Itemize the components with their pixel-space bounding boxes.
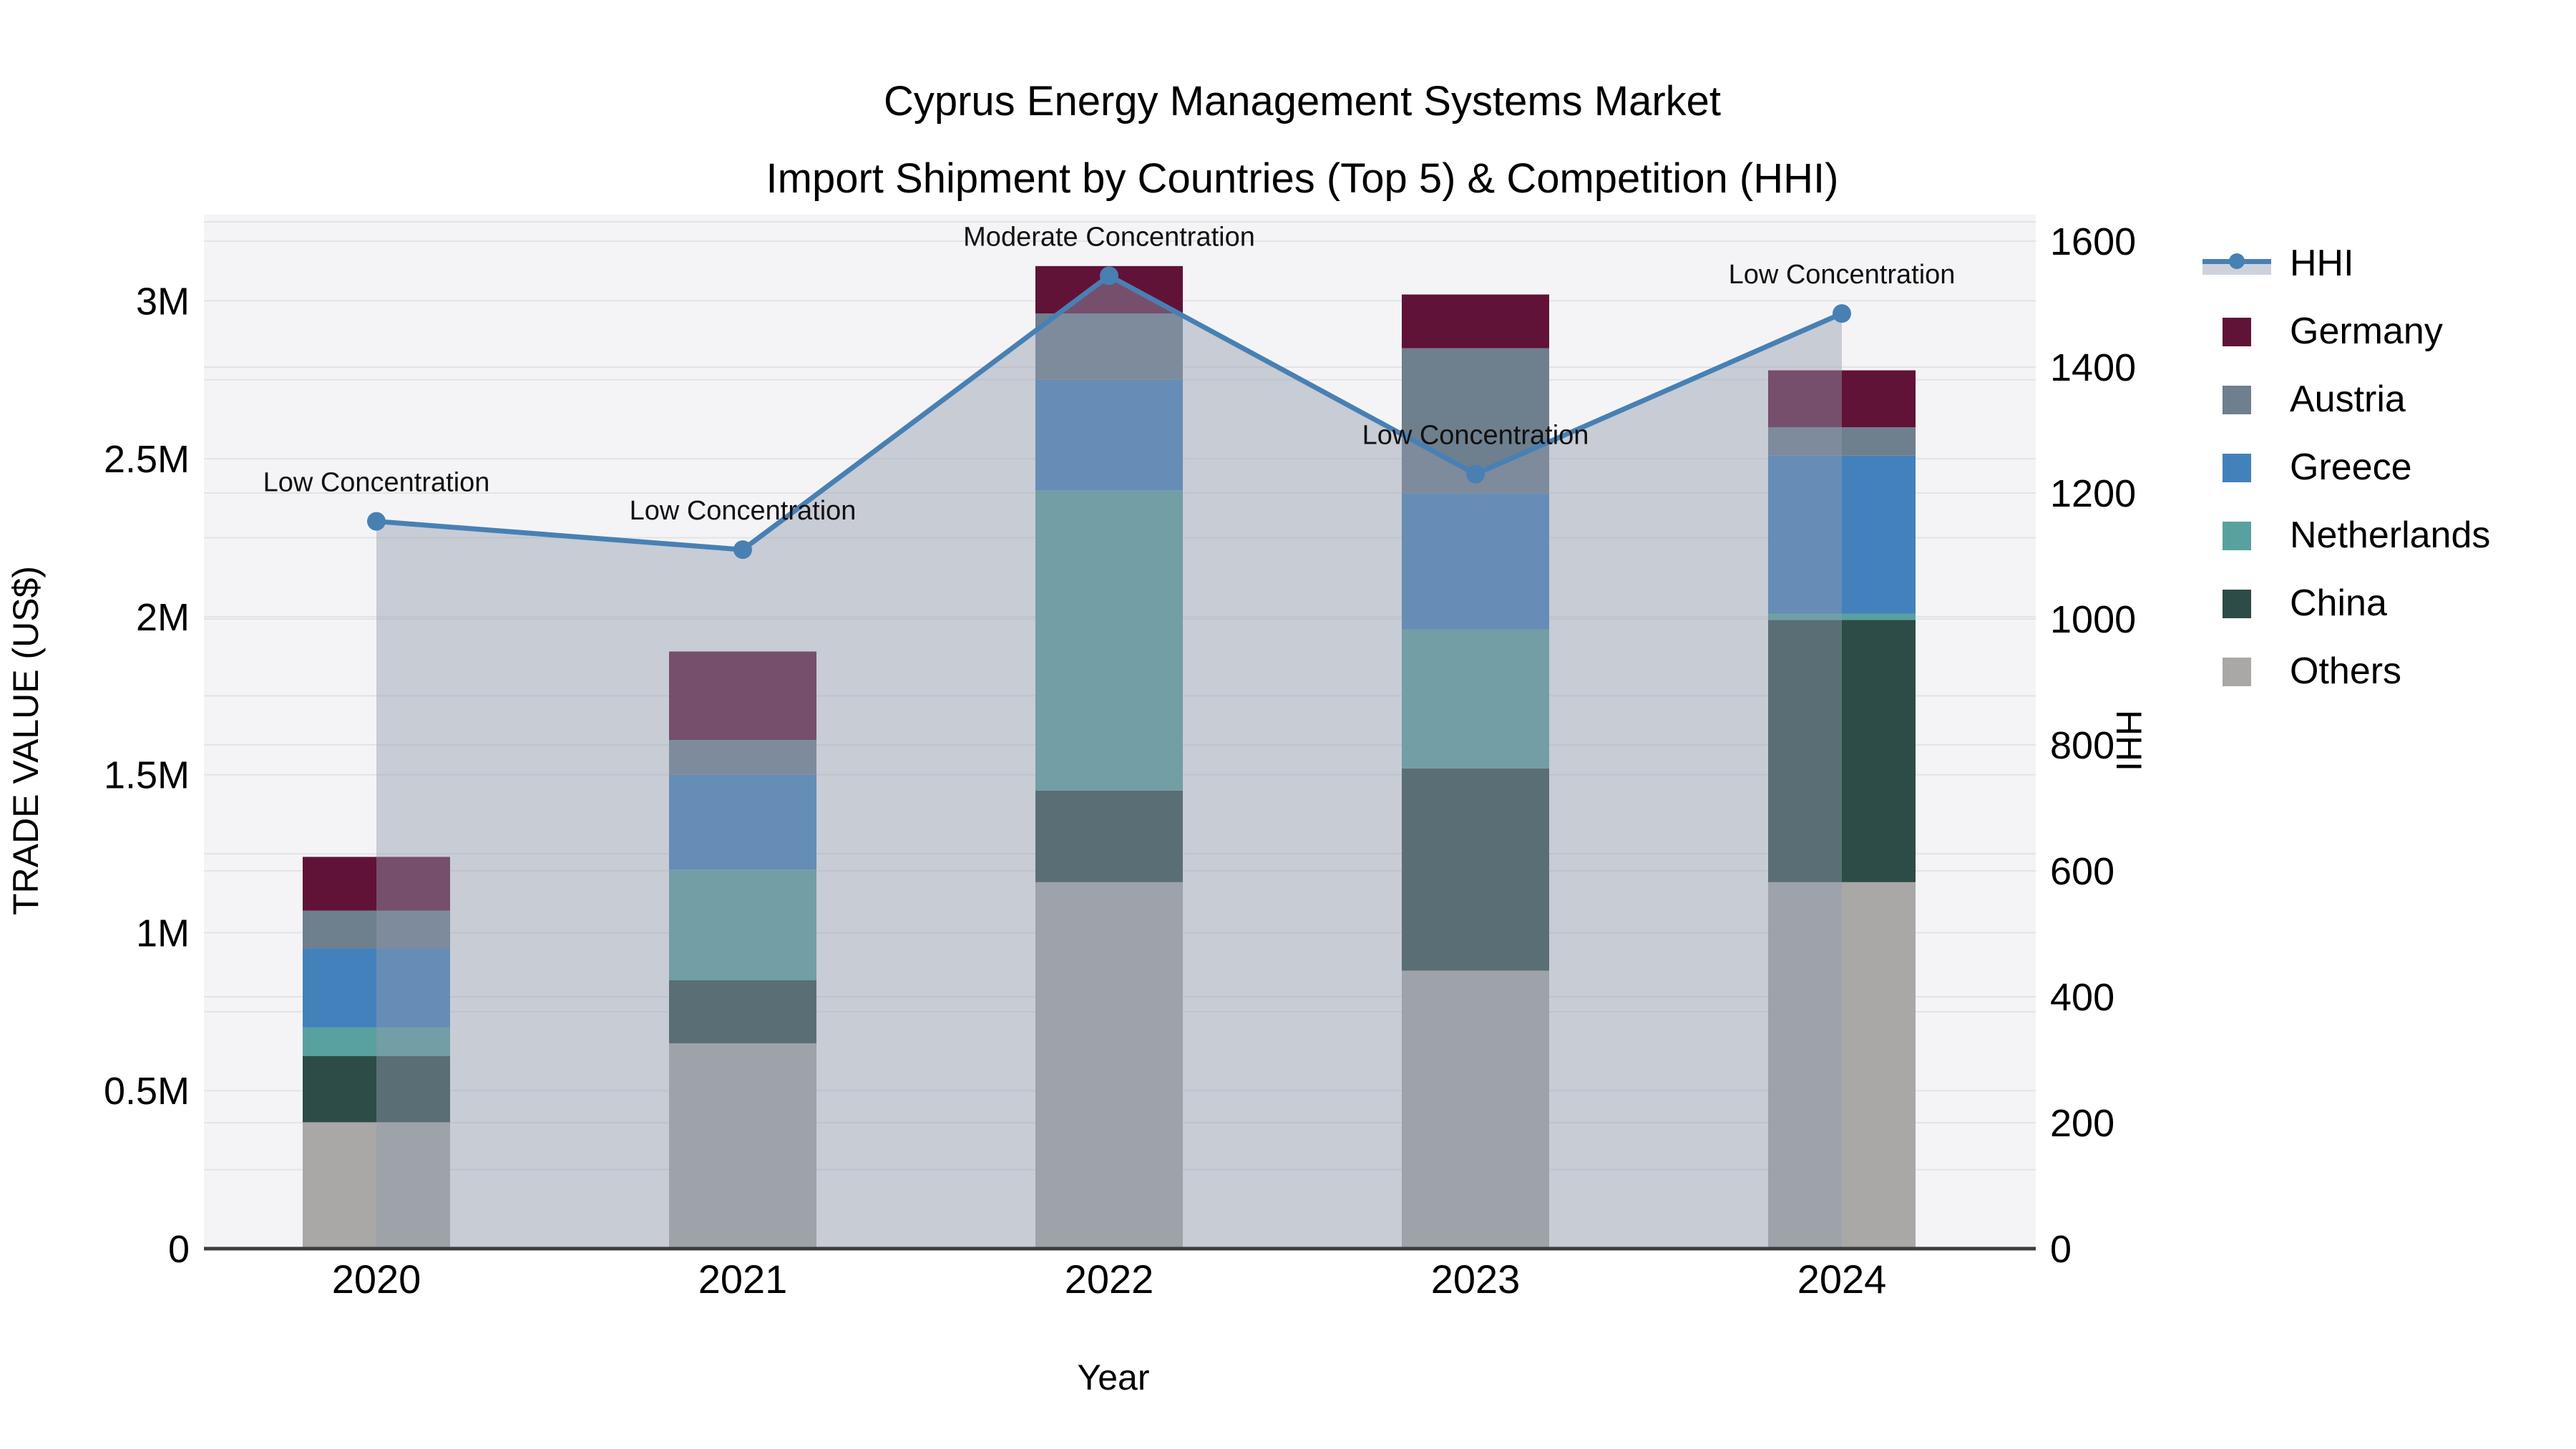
y-right-tick-label: 800 xyxy=(2050,724,2114,767)
bar-segment-china-2024[interactable] xyxy=(1768,620,1916,882)
bar-segment-austria-2024[interactable] xyxy=(1768,427,1916,456)
bar-segment-austria-2021[interactable] xyxy=(669,740,816,775)
legend-swatch-icon xyxy=(2202,521,2274,550)
hhi-point-2022[interactable] xyxy=(1100,266,1118,286)
bar-segment-austria-2020[interactable] xyxy=(303,910,450,949)
legend-swatch-icon xyxy=(2202,385,2274,414)
bar-segment-austria-2022[interactable] xyxy=(1035,313,1183,380)
hhi-annotation-2022: Moderate Concentration xyxy=(963,222,1255,252)
bar-segment-germany-2020[interactable] xyxy=(303,857,450,911)
y-right-tick-label: 200 xyxy=(2050,1102,2114,1145)
bar-segment-germany-2024[interactable] xyxy=(1768,370,1916,428)
y-left-axis-title: TRADE VALUE (US$) xyxy=(6,565,46,916)
legend-label: Germany xyxy=(2290,310,2443,352)
legend-swatch-icon xyxy=(2202,317,2274,346)
bar-segment-greece-2020[interactable] xyxy=(303,948,450,1028)
legend-item-greece[interactable]: Greece xyxy=(2202,433,2490,501)
bar-segment-others-2023[interactable] xyxy=(1402,970,1549,1249)
y-right-tick-label: 600 xyxy=(2050,850,2114,893)
y-right-tick-label: 1400 xyxy=(2050,346,2136,389)
y-left-tick-label: 2M xyxy=(136,596,190,639)
bar-segment-china-2023[interactable] xyxy=(1402,768,1549,971)
legend-color-swatch xyxy=(2223,521,2251,550)
bar-segment-greece-2023[interactable] xyxy=(1402,493,1549,630)
legend-label: China xyxy=(2290,582,2387,624)
legend-item-austria[interactable]: Austria xyxy=(2202,365,2490,433)
legend-color-swatch xyxy=(2223,657,2251,686)
y-right-tick-label: 1200 xyxy=(2050,472,2136,515)
x-axis-title: Year xyxy=(1077,1357,1150,1397)
x-tick-label: 2022 xyxy=(1065,1257,1154,1302)
hhi-annotation-2020: Low Concentration xyxy=(263,468,490,498)
bar-segment-netherlands-2024[interactable] xyxy=(1768,613,1916,620)
y-right-tick-label: 1600 xyxy=(2050,220,2136,263)
x-tick-label: 2024 xyxy=(1797,1257,1887,1302)
legend-color-swatch xyxy=(2223,385,2251,414)
bar-segment-china-2021[interactable] xyxy=(669,980,816,1044)
y-right-axis-title: HHI xyxy=(2109,709,2149,772)
legend-line-marker-icon xyxy=(2202,249,2274,278)
legend-label: Others xyxy=(2290,650,2402,692)
legend: HHI Germany Austria Greece Netherlands China O… xyxy=(2202,229,2490,705)
bar-segment-netherlands-2021[interactable] xyxy=(669,869,816,980)
legend-color-swatch xyxy=(2223,317,2251,346)
legend-label: Netherlands xyxy=(2290,514,2491,556)
legend-item-others[interactable]: Others xyxy=(2202,637,2490,705)
bar-segment-others-2021[interactable] xyxy=(669,1043,816,1249)
bar-segment-china-2020[interactable] xyxy=(303,1055,450,1123)
bar-segment-others-2022[interactable] xyxy=(1035,882,1183,1249)
bar-segment-netherlands-2023[interactable] xyxy=(1402,629,1549,769)
x-tick-label: 2023 xyxy=(1431,1257,1521,1302)
legend-item-china[interactable]: China xyxy=(2202,569,2490,637)
y-left-tick-label: 3M xyxy=(136,280,190,323)
legend-area-band xyxy=(2202,263,2271,275)
bar-segment-germany-2021[interactable] xyxy=(669,651,816,741)
bar-segment-others-2024[interactable] xyxy=(1768,882,1916,1249)
bar-segment-greece-2021[interactable] xyxy=(669,774,816,870)
hhi-point-2020[interactable] xyxy=(367,512,386,531)
bar-segment-china-2022[interactable] xyxy=(1035,790,1183,882)
y-left-tick-label: 1.5M xyxy=(104,754,190,797)
hhi-annotation-2021: Low Concentration xyxy=(630,496,857,526)
bar-segment-netherlands-2020[interactable] xyxy=(303,1027,450,1056)
x-tick-label: 2020 xyxy=(332,1257,421,1302)
legend-item-hhi[interactable]: HHI xyxy=(2202,229,2490,297)
y-left-tick-label: 0 xyxy=(168,1228,190,1271)
legend-swatch-icon xyxy=(2202,657,2274,686)
hhi-point-2023[interactable] xyxy=(1466,464,1485,484)
bar-segment-netherlands-2022[interactable] xyxy=(1035,490,1183,791)
chart-title-line1: Cyprus Energy Management Systems Market xyxy=(883,78,1722,125)
legend-label: Greece xyxy=(2290,446,2412,488)
x-tick-label: 2021 xyxy=(698,1257,788,1302)
hhi-annotation-2024: Low Concentration xyxy=(1729,260,1956,290)
legend-label: HHI xyxy=(2290,242,2354,284)
bar-segment-germany-2023[interactable] xyxy=(1402,294,1549,348)
hhi-point-2024[interactable] xyxy=(1833,304,1851,323)
y-right-tick-label: 1000 xyxy=(2050,598,2136,641)
legend-marker-dot xyxy=(2229,253,2245,269)
chart-title-line2: Import Shipment by Countries (Top 5) & C… xyxy=(766,155,1839,202)
legend-item-netherlands[interactable]: Netherlands xyxy=(2202,501,2490,569)
y-right-tick-label: 400 xyxy=(2050,976,2114,1019)
bar-segment-greece-2022[interactable] xyxy=(1035,379,1183,491)
y-left-tick-label: 1M xyxy=(136,912,190,955)
bar-segment-others-2020[interactable] xyxy=(303,1122,450,1249)
legend-label: Austria xyxy=(2290,378,2406,420)
legend-swatch-icon xyxy=(2202,453,2274,482)
y-left-tick-label: 2.5M xyxy=(104,438,190,481)
hhi-point-2021[interactable] xyxy=(733,540,752,560)
legend-swatch-icon xyxy=(2202,589,2274,618)
y-right-tick-label: 0 xyxy=(2050,1228,2072,1271)
bar-segment-greece-2024[interactable] xyxy=(1768,455,1916,614)
hhi-area-fill xyxy=(376,275,1842,1248)
legend-color-swatch xyxy=(2223,453,2251,482)
y-left-tick-label: 0.5M xyxy=(104,1070,190,1113)
legend-color-swatch xyxy=(2223,589,2251,618)
legend-item-germany[interactable]: Germany xyxy=(2202,297,2490,365)
hhi-annotation-2023: Low Concentration xyxy=(1362,421,1589,451)
